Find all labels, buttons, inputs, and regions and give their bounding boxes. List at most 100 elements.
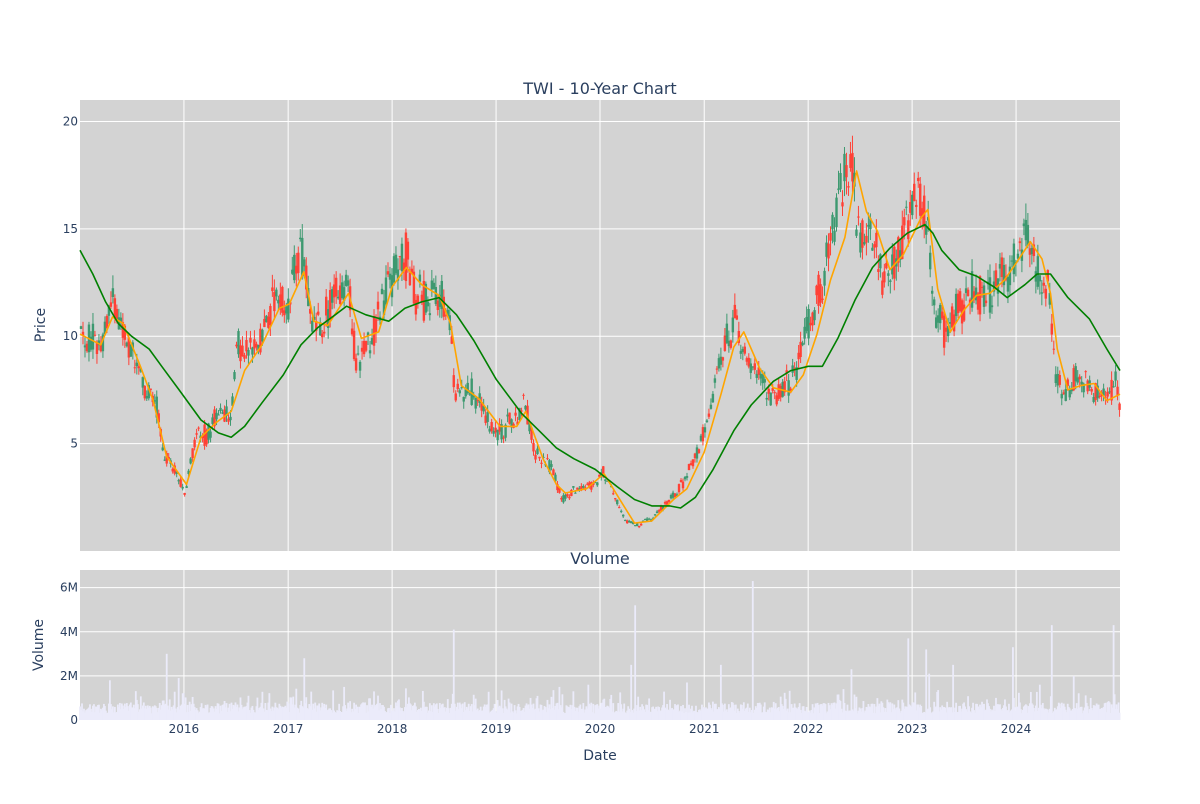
- volume-bar: [732, 704, 735, 720]
- volume-bar: [478, 710, 481, 720]
- candle-body: [285, 306, 288, 314]
- volume-bar: [905, 706, 908, 720]
- candle-body: [518, 407, 521, 421]
- volume-bar: [568, 707, 571, 720]
- candle-body: [627, 520, 631, 523]
- volume-bar: [739, 704, 742, 720]
- candle-body: [855, 229, 858, 236]
- volume-bar: [252, 709, 255, 720]
- volume-bar: [107, 712, 109, 720]
- volume-bar: [782, 708, 785, 720]
- volume-bar: [984, 710, 986, 720]
- volume-bar: [1106, 702, 1109, 720]
- candle-body: [618, 507, 621, 509]
- volume-bar: [422, 701, 425, 720]
- volume-bar: [306, 708, 309, 720]
- volume-bar: [315, 711, 318, 720]
- volume-bar: [199, 707, 202, 720]
- volume-bar: [689, 712, 691, 720]
- volume-bar: [590, 702, 593, 720]
- candle-body: [324, 296, 328, 316]
- volume-bar: [1044, 708, 1047, 720]
- short-moving-average-line: [79, 170, 1121, 524]
- volume-bar: [831, 704, 834, 720]
- volume-bar: [224, 707, 227, 720]
- volume-bar: [627, 706, 630, 720]
- volume-bar: [1110, 704, 1113, 720]
- volume-bar: [760, 712, 763, 720]
- volume-bar: [246, 702, 249, 720]
- volume-bar: [1066, 703, 1069, 720]
- volume-bar: [635, 711, 638, 720]
- volume-bar: [750, 709, 753, 720]
- candle-body: [807, 308, 810, 339]
- candle-body: [649, 519, 653, 521]
- candle-body: [368, 350, 372, 354]
- volume-bar: [1014, 707, 1016, 720]
- volume-bar: [1091, 710, 1094, 720]
- candle-body: [606, 480, 609, 482]
- volume-bar: [592, 703, 595, 720]
- candle-body: [462, 396, 465, 402]
- volume-bar: [916, 704, 919, 720]
- volume-bar: [712, 701, 714, 720]
- candle-body: [827, 243, 830, 259]
- volume-bar: [454, 710, 457, 720]
- volume-bar: [452, 629, 455, 720]
- volume-bar: [976, 703, 978, 720]
- volume-bar: [523, 711, 526, 720]
- volume-bar: [872, 712, 875, 720]
- volume-bar: [470, 704, 473, 720]
- volume-bar: [84, 712, 86, 720]
- volume-bar: [778, 711, 781, 720]
- candle-body: [332, 284, 336, 298]
- volume-bar: [638, 710, 641, 720]
- candle-body: [478, 393, 481, 403]
- volume-bar: [429, 711, 432, 720]
- volume-bar: [400, 710, 402, 720]
- volume-bar: [816, 702, 819, 720]
- volume-bar: [975, 703, 977, 720]
- volume-bar: [821, 705, 824, 720]
- volume-bar: [772, 701, 775, 720]
- volume-bar: [1039, 704, 1042, 720]
- volume-bar: [927, 708, 930, 720]
- candle-body: [673, 493, 677, 498]
- volume-bar: [999, 704, 1001, 720]
- volume-bar: [657, 706, 659, 720]
- volume-bar: [608, 707, 611, 720]
- volume-bar: [186, 704, 189, 720]
- volume-bar: [781, 705, 784, 720]
- candle-body: [205, 430, 208, 445]
- volume-bar: [214, 706, 217, 720]
- volume-bar: [334, 712, 337, 720]
- volume-bar: [207, 713, 210, 720]
- volume-bar: [586, 708, 589, 720]
- candle-body: [869, 218, 872, 230]
- candle-body: [362, 340, 366, 355]
- volume-bar: [616, 711, 619, 720]
- volume-bar: [1094, 706, 1097, 720]
- candle-body: [683, 476, 687, 480]
- candle-body: [245, 339, 248, 352]
- candle-body: [580, 486, 583, 489]
- candle-body: [921, 208, 924, 218]
- volume-bar: [709, 704, 711, 720]
- candle-body: [1006, 276, 1010, 292]
- candle-body: [287, 298, 290, 320]
- volume-bar: [562, 711, 565, 720]
- volume-bar: [500, 690, 503, 720]
- candle-body: [1112, 386, 1115, 388]
- candle-body: [669, 494, 673, 499]
- volume-bar: [946, 701, 949, 720]
- volume-bar: [993, 705, 995, 720]
- candle-body: [835, 197, 838, 228]
- volume-bar: [603, 698, 606, 720]
- volume-bar: [468, 710, 471, 720]
- volume-bar: [405, 688, 407, 720]
- volume-bar: [193, 706, 196, 720]
- candle-body: [705, 420, 709, 423]
- volume-bar: [164, 703, 167, 720]
- candle-body: [135, 362, 139, 367]
